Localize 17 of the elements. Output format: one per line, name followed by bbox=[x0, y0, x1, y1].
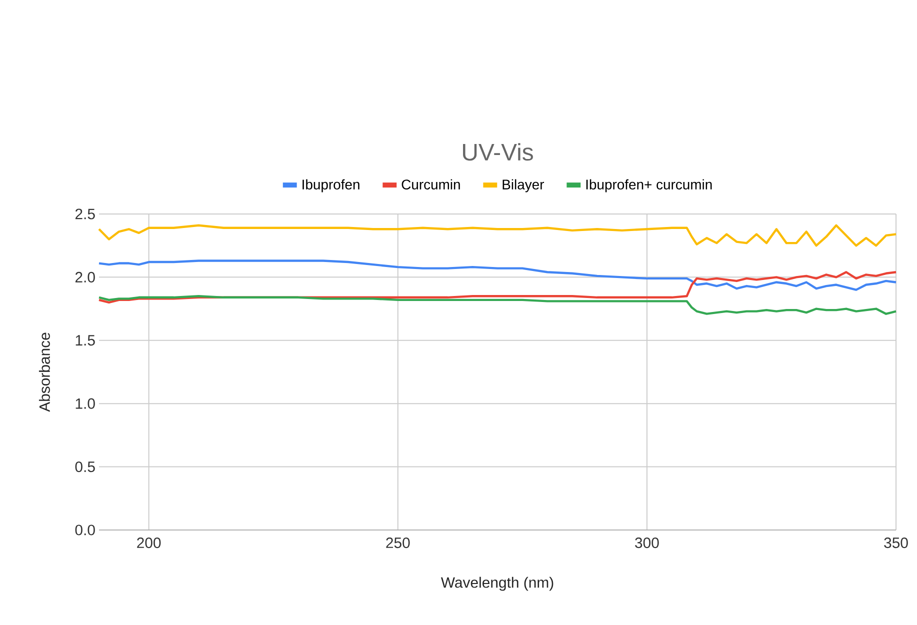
legend-label: Bilayer bbox=[502, 179, 544, 192]
legend-label: Curcumin bbox=[402, 179, 460, 190]
y-tick-label: 1.0 bbox=[76, 398, 95, 409]
chart-title: UV-Vis bbox=[463, 143, 533, 161]
y-tick-label: 2.5 bbox=[75, 208, 95, 220]
x-axis-title: Wavelength (nm) bbox=[440, 576, 554, 591]
x-tick-label: 250 bbox=[386, 537, 410, 548]
y-tick-label: 1.5 bbox=[76, 335, 95, 346]
legend-label: Ibuprofen+ curcumin bbox=[586, 179, 712, 192]
x-tick-label: 200 bbox=[137, 537, 161, 548]
y-tick-label: 0.5 bbox=[75, 461, 95, 472]
y-tick-label: 0.0 bbox=[75, 524, 95, 536]
legend-label: Ibuprofen bbox=[302, 179, 360, 192]
y-tick-label: 2.0 bbox=[75, 272, 95, 282]
x-tick-label: 300 bbox=[635, 537, 659, 548]
x-tick-label: 350 bbox=[884, 537, 908, 548]
y-axis-title: Absorbance bbox=[38, 332, 50, 412]
